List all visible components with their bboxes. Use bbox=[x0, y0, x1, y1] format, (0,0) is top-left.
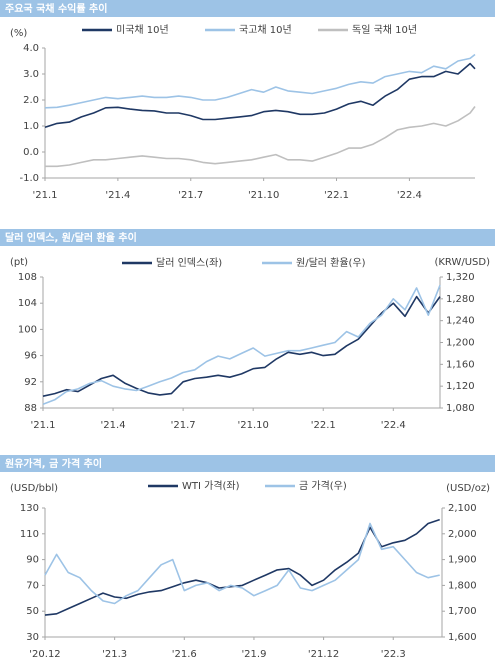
series-line bbox=[44, 522, 440, 605]
y-tick-label: 100 bbox=[18, 324, 37, 335]
legend-label: 달러 인덱스(좌) bbox=[156, 257, 222, 269]
x-tick-label: '21.4 bbox=[101, 420, 126, 431]
legend-label: 독일 국채 10년 bbox=[352, 24, 417, 36]
header-bar bbox=[0, 455, 495, 472]
y-tick-label: 2.0 bbox=[23, 95, 39, 106]
y-tick-label: -1.0 bbox=[19, 173, 39, 184]
y-tick-label: 50 bbox=[26, 606, 39, 617]
y2-tick-label: 1,700 bbox=[448, 606, 477, 617]
y-tick-label: 110 bbox=[20, 529, 39, 540]
y2-tick-label: 1,080 bbox=[446, 403, 475, 414]
y2-tick-label: 1,900 bbox=[448, 555, 477, 566]
y-tick-label: 70 bbox=[26, 580, 39, 591]
x-tick-label: '22.1 bbox=[311, 420, 336, 431]
y2-tick-label: 1,120 bbox=[446, 381, 475, 392]
y-tick-label: 90 bbox=[26, 555, 39, 566]
x-tick-label: '21.10 bbox=[237, 420, 268, 431]
y-tick-label: 88 bbox=[24, 403, 37, 414]
y-tick-label: 0.0 bbox=[23, 147, 39, 158]
y2-tick-label: 1,200 bbox=[446, 338, 475, 349]
x-tick-label: '21.1 bbox=[32, 190, 57, 201]
x-tick-label: '22.1 bbox=[324, 190, 349, 201]
x-tick-label: '21.9 bbox=[241, 649, 266, 660]
y-tick-label: 3.0 bbox=[23, 69, 39, 80]
legend-label: 금 가격(우) bbox=[299, 479, 347, 492]
x-tick-label: '21.7 bbox=[178, 190, 203, 201]
series-line bbox=[42, 295, 441, 397]
series-line bbox=[42, 284, 441, 405]
chart-title: 원유가격, 금 가격 추이 bbox=[5, 457, 102, 470]
x-tick-label: '21.6 bbox=[172, 649, 197, 660]
x-tick-label: '22.4 bbox=[397, 190, 422, 201]
x-tick-label: '21.4 bbox=[105, 190, 130, 201]
x-tick-label: '21.1 bbox=[30, 420, 55, 431]
series-line bbox=[44, 62, 476, 129]
y2-tick-label: 1,320 bbox=[446, 272, 475, 283]
y2-tick-label: 2,000 bbox=[448, 529, 477, 540]
chart-title: 달러 인덱스, 원/달러 환율 추이 bbox=[5, 231, 137, 244]
y-tick-label: 1.0 bbox=[23, 121, 39, 132]
legend-label: WTI 가격(좌) bbox=[182, 479, 240, 492]
y2-axis-label: (KRW/USD) bbox=[434, 257, 490, 268]
y-tick-label: 4.0 bbox=[23, 43, 39, 54]
x-tick-label: '21.7 bbox=[171, 420, 196, 431]
y2-axis-label: (USD/oz) bbox=[446, 483, 490, 494]
chart-title: 주요국 국채 수익률 추이 bbox=[5, 2, 107, 15]
legend-label: 국고채 10년 bbox=[239, 24, 292, 36]
y-tick-label: 92 bbox=[24, 377, 37, 388]
y-tick-label: 130 bbox=[20, 503, 39, 514]
x-tick-label: '21.3 bbox=[102, 649, 127, 660]
y-axis-label: (pt) bbox=[10, 257, 28, 268]
y-axis-label: (%) bbox=[10, 28, 27, 39]
y-tick-label: 104 bbox=[18, 298, 37, 309]
y2-tick-label: 2,100 bbox=[448, 503, 477, 514]
x-tick-label: '20.12 bbox=[29, 649, 60, 660]
y2-tick-label: 1,800 bbox=[448, 580, 477, 591]
header-bar bbox=[0, 0, 495, 17]
legend-label: 미국채 10년 bbox=[116, 24, 169, 36]
series-line bbox=[45, 106, 476, 168]
y-tick-label: 30 bbox=[26, 632, 39, 643]
y2-tick-label: 1,160 bbox=[446, 359, 475, 370]
y2-tick-label: 1,240 bbox=[446, 316, 475, 327]
y-tick-label: 96 bbox=[24, 351, 37, 362]
legend-label: 원/달러 환율(우) bbox=[296, 257, 366, 269]
y2-tick-label: 1,600 bbox=[448, 632, 477, 643]
y-tick-label: 108 bbox=[18, 272, 37, 283]
x-tick-label: '22.3 bbox=[381, 649, 406, 660]
series-line bbox=[44, 53, 476, 109]
x-tick-label: '22.4 bbox=[381, 420, 406, 431]
y2-tick-label: 1,280 bbox=[446, 294, 475, 305]
x-tick-label: '21.12 bbox=[308, 649, 339, 660]
header-bar bbox=[0, 229, 495, 246]
x-tick-label: '21.10 bbox=[248, 190, 279, 201]
y-axis-label: (USD/bbl) bbox=[10, 483, 58, 494]
